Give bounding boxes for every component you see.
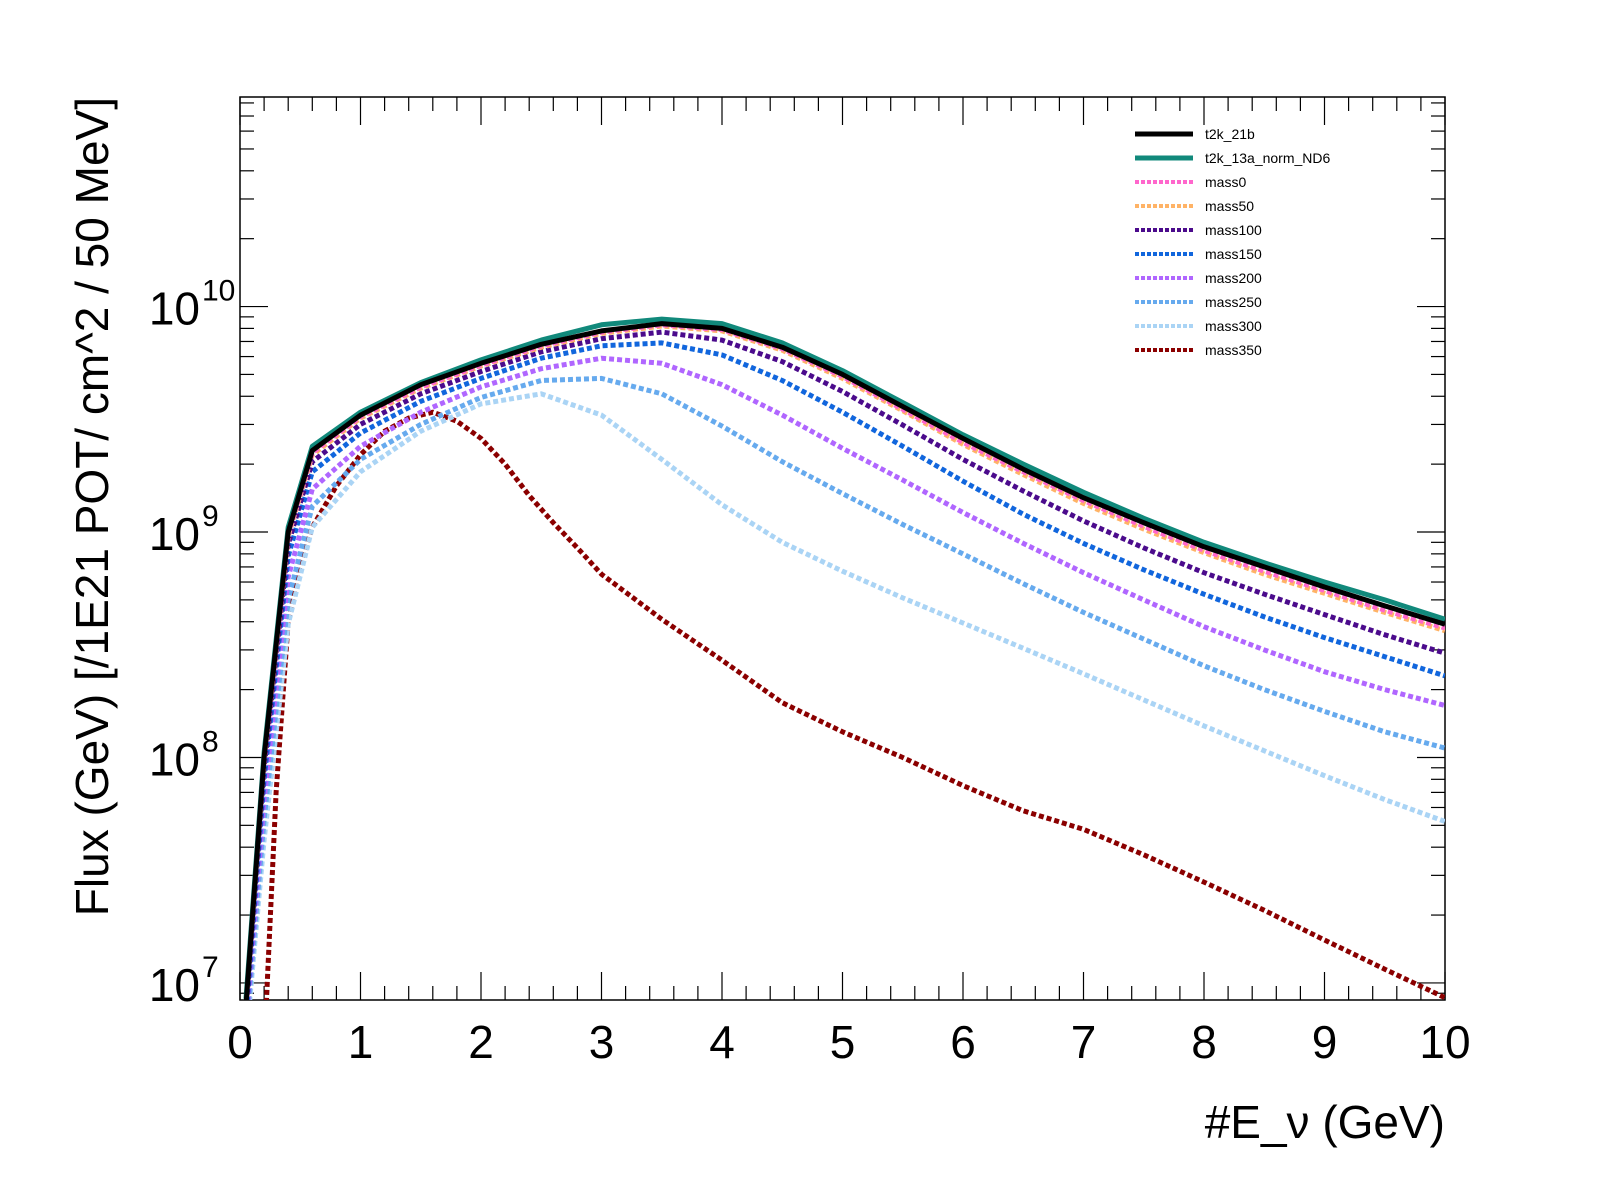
legend-label: mass0	[1205, 174, 1246, 190]
x-tick-label: 3	[589, 1016, 615, 1068]
series-line-mass300	[247, 391, 1445, 1000]
series-layer	[243, 316, 1445, 1000]
y-tick-label: 10 8	[149, 725, 219, 785]
series-line-t2k_21b	[243, 321, 1445, 1000]
series-line-mass50	[243, 323, 1445, 1000]
y-tick-exponent: 10	[202, 275, 235, 308]
y-tick-exponent: 9	[202, 500, 219, 533]
series-line-mass350	[263, 409, 1445, 1000]
plot-frame	[239, 96, 1446, 1001]
legend-label: mass350	[1205, 342, 1262, 358]
x-tick-label: 7	[1071, 1016, 1097, 1068]
x-tick-label: 8	[1191, 1016, 1217, 1068]
x-tick-labels: 0 1 2 3 4 5 6 7 8 9 10	[227, 1016, 1470, 1068]
series-line-mass100	[244, 329, 1445, 1000]
legend-label: mass50	[1205, 198, 1254, 214]
y-tick-base: 10	[149, 733, 200, 785]
x-tick-label: 0	[227, 1016, 253, 1068]
x-tick-label: 1	[348, 1016, 374, 1068]
legend-label: t2k_21b	[1205, 126, 1255, 142]
y-tick-base: 10	[149, 508, 200, 560]
legend-label: t2k_13a_norm_ND6	[1205, 150, 1331, 166]
series-line-mass250	[246, 375, 1445, 1000]
legend-label: mass150	[1205, 246, 1262, 262]
axis-ticks	[239, 97, 1446, 1000]
y-tick-base: 10	[149, 283, 200, 335]
x-tick-label: 5	[830, 1016, 856, 1068]
x-tick-label: 10	[1419, 1016, 1470, 1068]
x-tick-label: 2	[468, 1016, 494, 1068]
y-tick-label: 10 10	[149, 275, 236, 335]
legend-label: mass200	[1205, 270, 1262, 286]
x-tick-label: 4	[709, 1016, 735, 1068]
legend-label: mass250	[1205, 294, 1262, 310]
y-tick-label: 10 9	[149, 500, 219, 560]
x-tick-label: 9	[1312, 1016, 1338, 1068]
series-line-t2k_13a_norm_ND6	[243, 316, 1445, 999]
x-axis-title: #E_ν (GeV)	[1205, 1096, 1445, 1148]
x-tick-label: 6	[950, 1016, 976, 1068]
y-tick-exponent: 7	[202, 951, 219, 984]
series-line-mass150	[244, 340, 1445, 1000]
series-line-mass200	[245, 355, 1445, 1000]
y-tick-base: 10	[149, 959, 200, 1011]
series-line-mass0	[243, 322, 1445, 1000]
legend: t2k_21b t2k_13a_norm_ND6 mass0 mass50 mass10…	[1135, 126, 1331, 358]
y-tick-label: 10 7	[149, 951, 219, 1011]
y-tick-exponent: 8	[202, 725, 219, 758]
legend-label: mass100	[1205, 222, 1262, 238]
legend-label: mass300	[1205, 318, 1262, 334]
y-axis-title: Flux (GeV) [/1E21 POT/ cm^2 / 50 MeV]	[66, 97, 118, 916]
